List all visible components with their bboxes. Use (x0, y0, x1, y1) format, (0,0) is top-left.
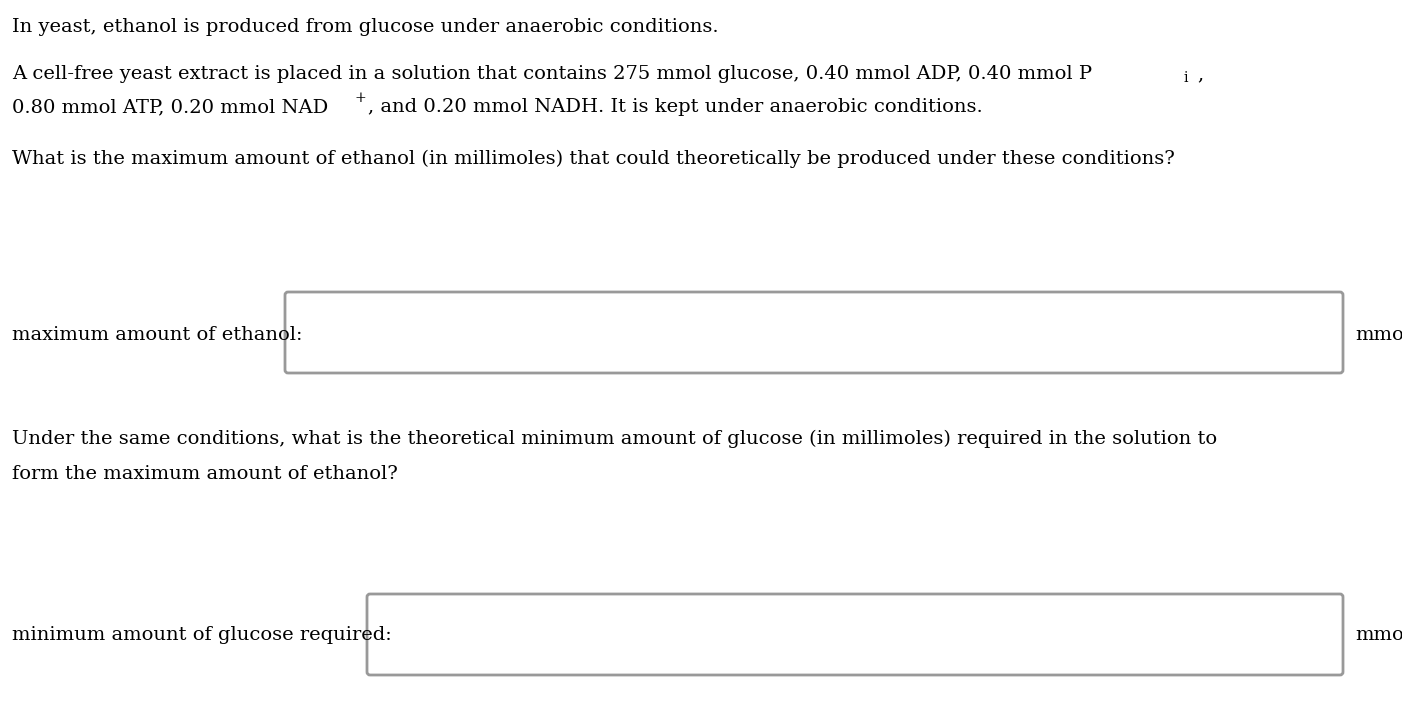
Text: mmol: mmol (1354, 326, 1402, 344)
Text: In yeast, ethanol is produced from glucose under anaerobic conditions.: In yeast, ethanol is produced from gluco… (13, 18, 719, 36)
Text: i: i (1183, 71, 1187, 85)
Text: +: + (353, 91, 366, 105)
Text: A cell-free yeast extract is placed in a solution that contains 275 mmol glucose: A cell-free yeast extract is placed in a… (13, 65, 1092, 83)
Text: form the maximum amount of ethanol?: form the maximum amount of ethanol? (13, 465, 398, 483)
Text: , and 0.20 mmol NADH. It is kept under anaerobic conditions.: , and 0.20 mmol NADH. It is kept under a… (367, 98, 983, 116)
Text: Under the same conditions, what is the theoretical minimum amount of glucose (in: Under the same conditions, what is the t… (13, 430, 1217, 448)
Text: 0.80 mmol ATP, 0.20 mmol NAD: 0.80 mmol ATP, 0.20 mmol NAD (13, 98, 328, 116)
Text: What is the maximum amount of ethanol (in millimoles) that could theoretically b: What is the maximum amount of ethanol (i… (13, 150, 1175, 169)
Text: maximum amount of ethanol:: maximum amount of ethanol: (13, 326, 303, 344)
Text: minimum amount of glucose required:: minimum amount of glucose required: (13, 626, 391, 644)
Text: ,: , (1197, 65, 1203, 83)
FancyBboxPatch shape (367, 594, 1343, 675)
FancyBboxPatch shape (285, 292, 1343, 373)
Text: mmol: mmol (1354, 626, 1402, 644)
